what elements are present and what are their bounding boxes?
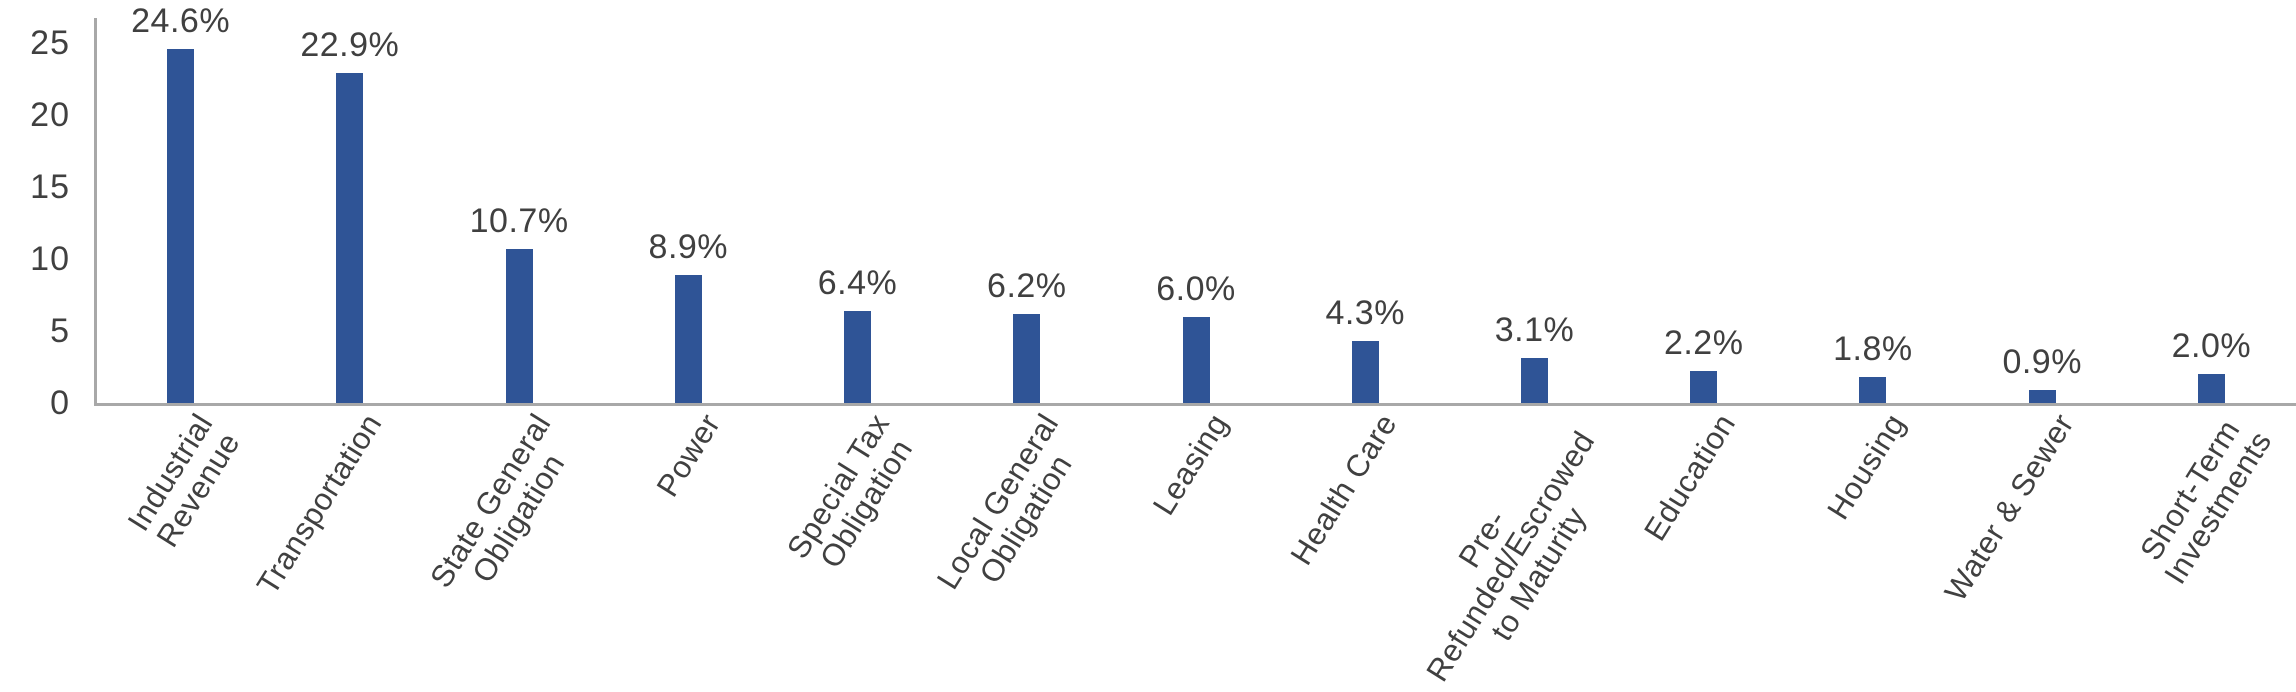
bar (674, 274, 702, 403)
y-tick-label: 5 (50, 312, 70, 350)
y-axis-line (94, 18, 97, 406)
x-category-label: Leasing (1145, 407, 1235, 522)
bar-value-label: 22.9% (300, 26, 400, 65)
x-category-label: Power (649, 407, 728, 503)
y-tick-label: 10 (30, 240, 70, 278)
bar (505, 248, 533, 403)
y-tick-label: 20 (30, 96, 70, 134)
x-category-label: Short-Term Investments (2132, 413, 2279, 590)
x-category-label: Local General Obligation (930, 407, 1080, 596)
bar (1690, 371, 1718, 403)
bar-value-label: 1.8% (1833, 330, 1913, 369)
bar (844, 310, 871, 403)
x-category-label: Education (1637, 407, 1743, 547)
bar-value-label: 2.2% (1663, 324, 1744, 363)
bar-value-label: 8.9% (648, 227, 729, 266)
bar (1521, 358, 1548, 403)
x-category-label: Water & Sewer (1938, 407, 2082, 608)
x-category-label: Pre- Refunded/Escrowed to Maturity (1419, 425, 1602, 688)
bar (2197, 374, 2225, 403)
bar (1013, 313, 1041, 403)
bar (336, 73, 364, 403)
bar (1351, 341, 1379, 403)
x-category-label: Transportation (249, 407, 389, 601)
y-tick-label: 0 (50, 384, 70, 422)
y-tick-label: 25 (30, 24, 70, 62)
bar-value-label: 6.4% (817, 263, 898, 302)
x-category-label: Health Care (1283, 407, 1405, 571)
bar-value-label: 0.9% (2002, 343, 2082, 381)
bar-value-label: 2.0% (2171, 327, 2252, 366)
bar (1182, 316, 1210, 403)
bar-value-label: 24.6% (131, 1, 231, 40)
x-category-label: Industrial Revenue (120, 407, 247, 554)
bar-value-label: 6.0% (1156, 269, 1236, 308)
bar-value-label: 3.1% (1494, 311, 1575, 350)
x-axis-line (94, 403, 2296, 406)
x-category-label: Special Tax Obligation (780, 407, 920, 575)
bar (2028, 390, 2056, 403)
bar-value-label: 6.2% (987, 266, 1067, 305)
bar-value-label: 4.3% (1325, 294, 1405, 333)
bar (1859, 377, 1887, 403)
bar (167, 48, 195, 403)
x-category-label: State General Obligation (423, 407, 572, 594)
bar-value-label: 10.7% (469, 201, 569, 240)
y-tick-label: 15 (30, 168, 70, 206)
x-category-label: Housing (1819, 407, 1912, 526)
